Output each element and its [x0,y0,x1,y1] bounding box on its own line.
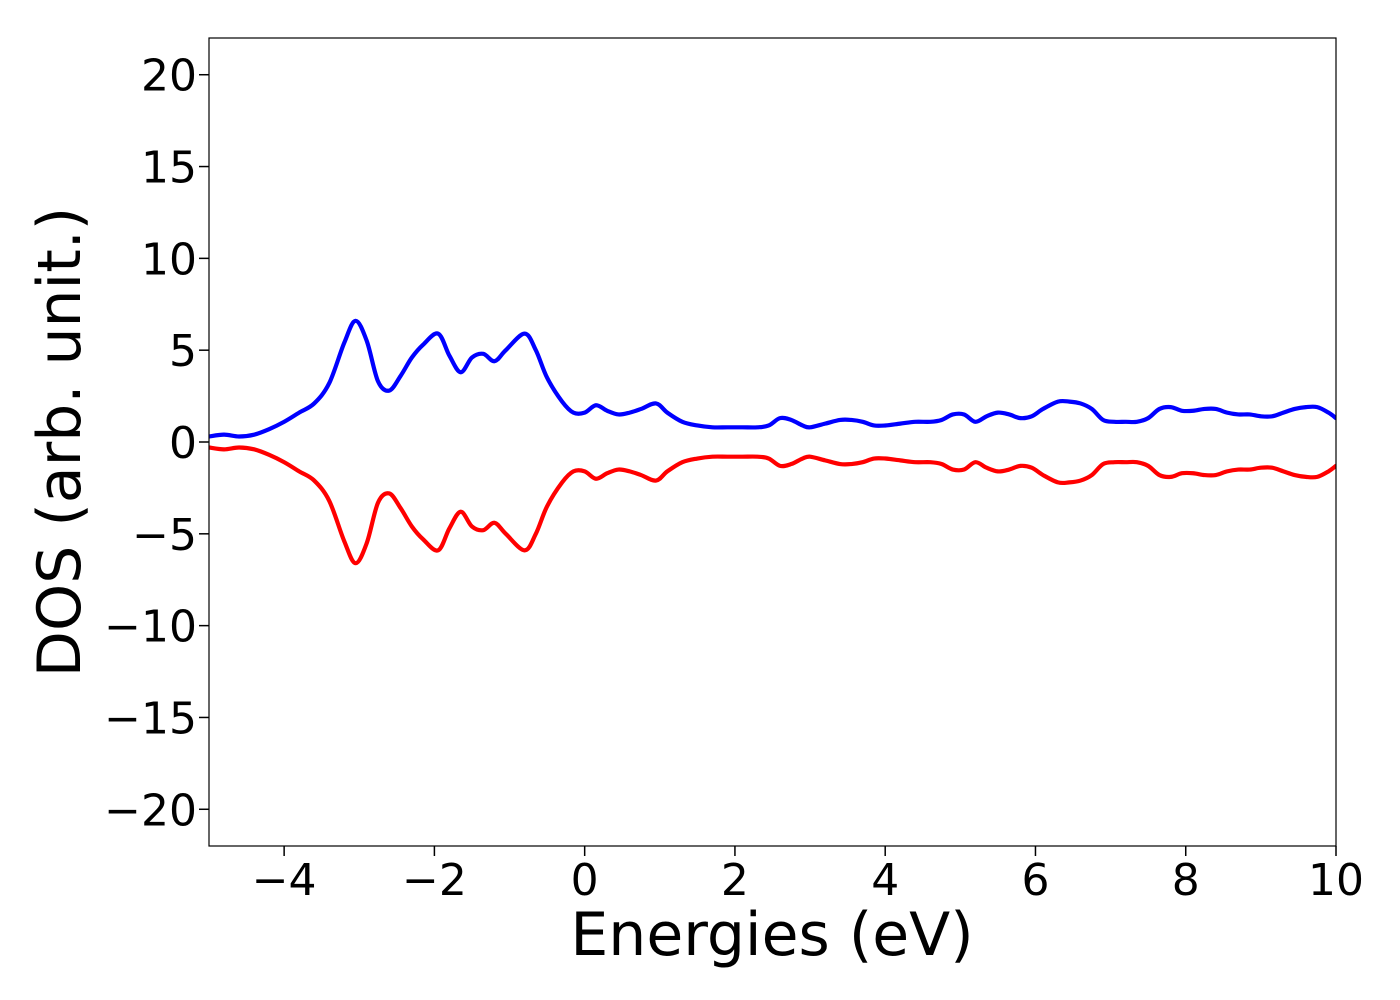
series-line-1 [209,445,1336,566]
series-layer [209,318,1336,566]
x-tick-label: 6 [1021,855,1049,906]
plot-area [209,38,1336,846]
y-axis: 20 15 10 5 0 −5 −10 −15 −20 [104,51,209,836]
y-tick-label: −20 [104,785,197,836]
y-tick-label: −5 [132,510,197,561]
x-tick-label: −4 [252,855,317,906]
y-tick-label: −15 [104,693,197,744]
y-tick-label: 10 [141,234,197,285]
y-tick-label: 0 [169,418,197,469]
x-tick-label: 0 [571,855,599,906]
y-axis-title: DOS (arb. unit.) [25,207,95,677]
x-tick-label: 4 [871,855,899,906]
x-tick-label: 10 [1308,855,1364,906]
y-tick-label: 20 [141,51,197,102]
x-tick-label: 8 [1172,855,1200,906]
x-axis: −4 −2 0 2 4 6 8 10 [252,846,1364,906]
x-tick-label: 2 [721,855,749,906]
x-axis-title: Energies (eV) [570,900,973,970]
series-line-0 [209,318,1336,439]
x-tick-label: −2 [402,855,467,906]
y-tick-label: −10 [104,602,197,653]
y-tick-label: 15 [141,143,197,194]
y-tick-label: 5 [169,326,197,377]
